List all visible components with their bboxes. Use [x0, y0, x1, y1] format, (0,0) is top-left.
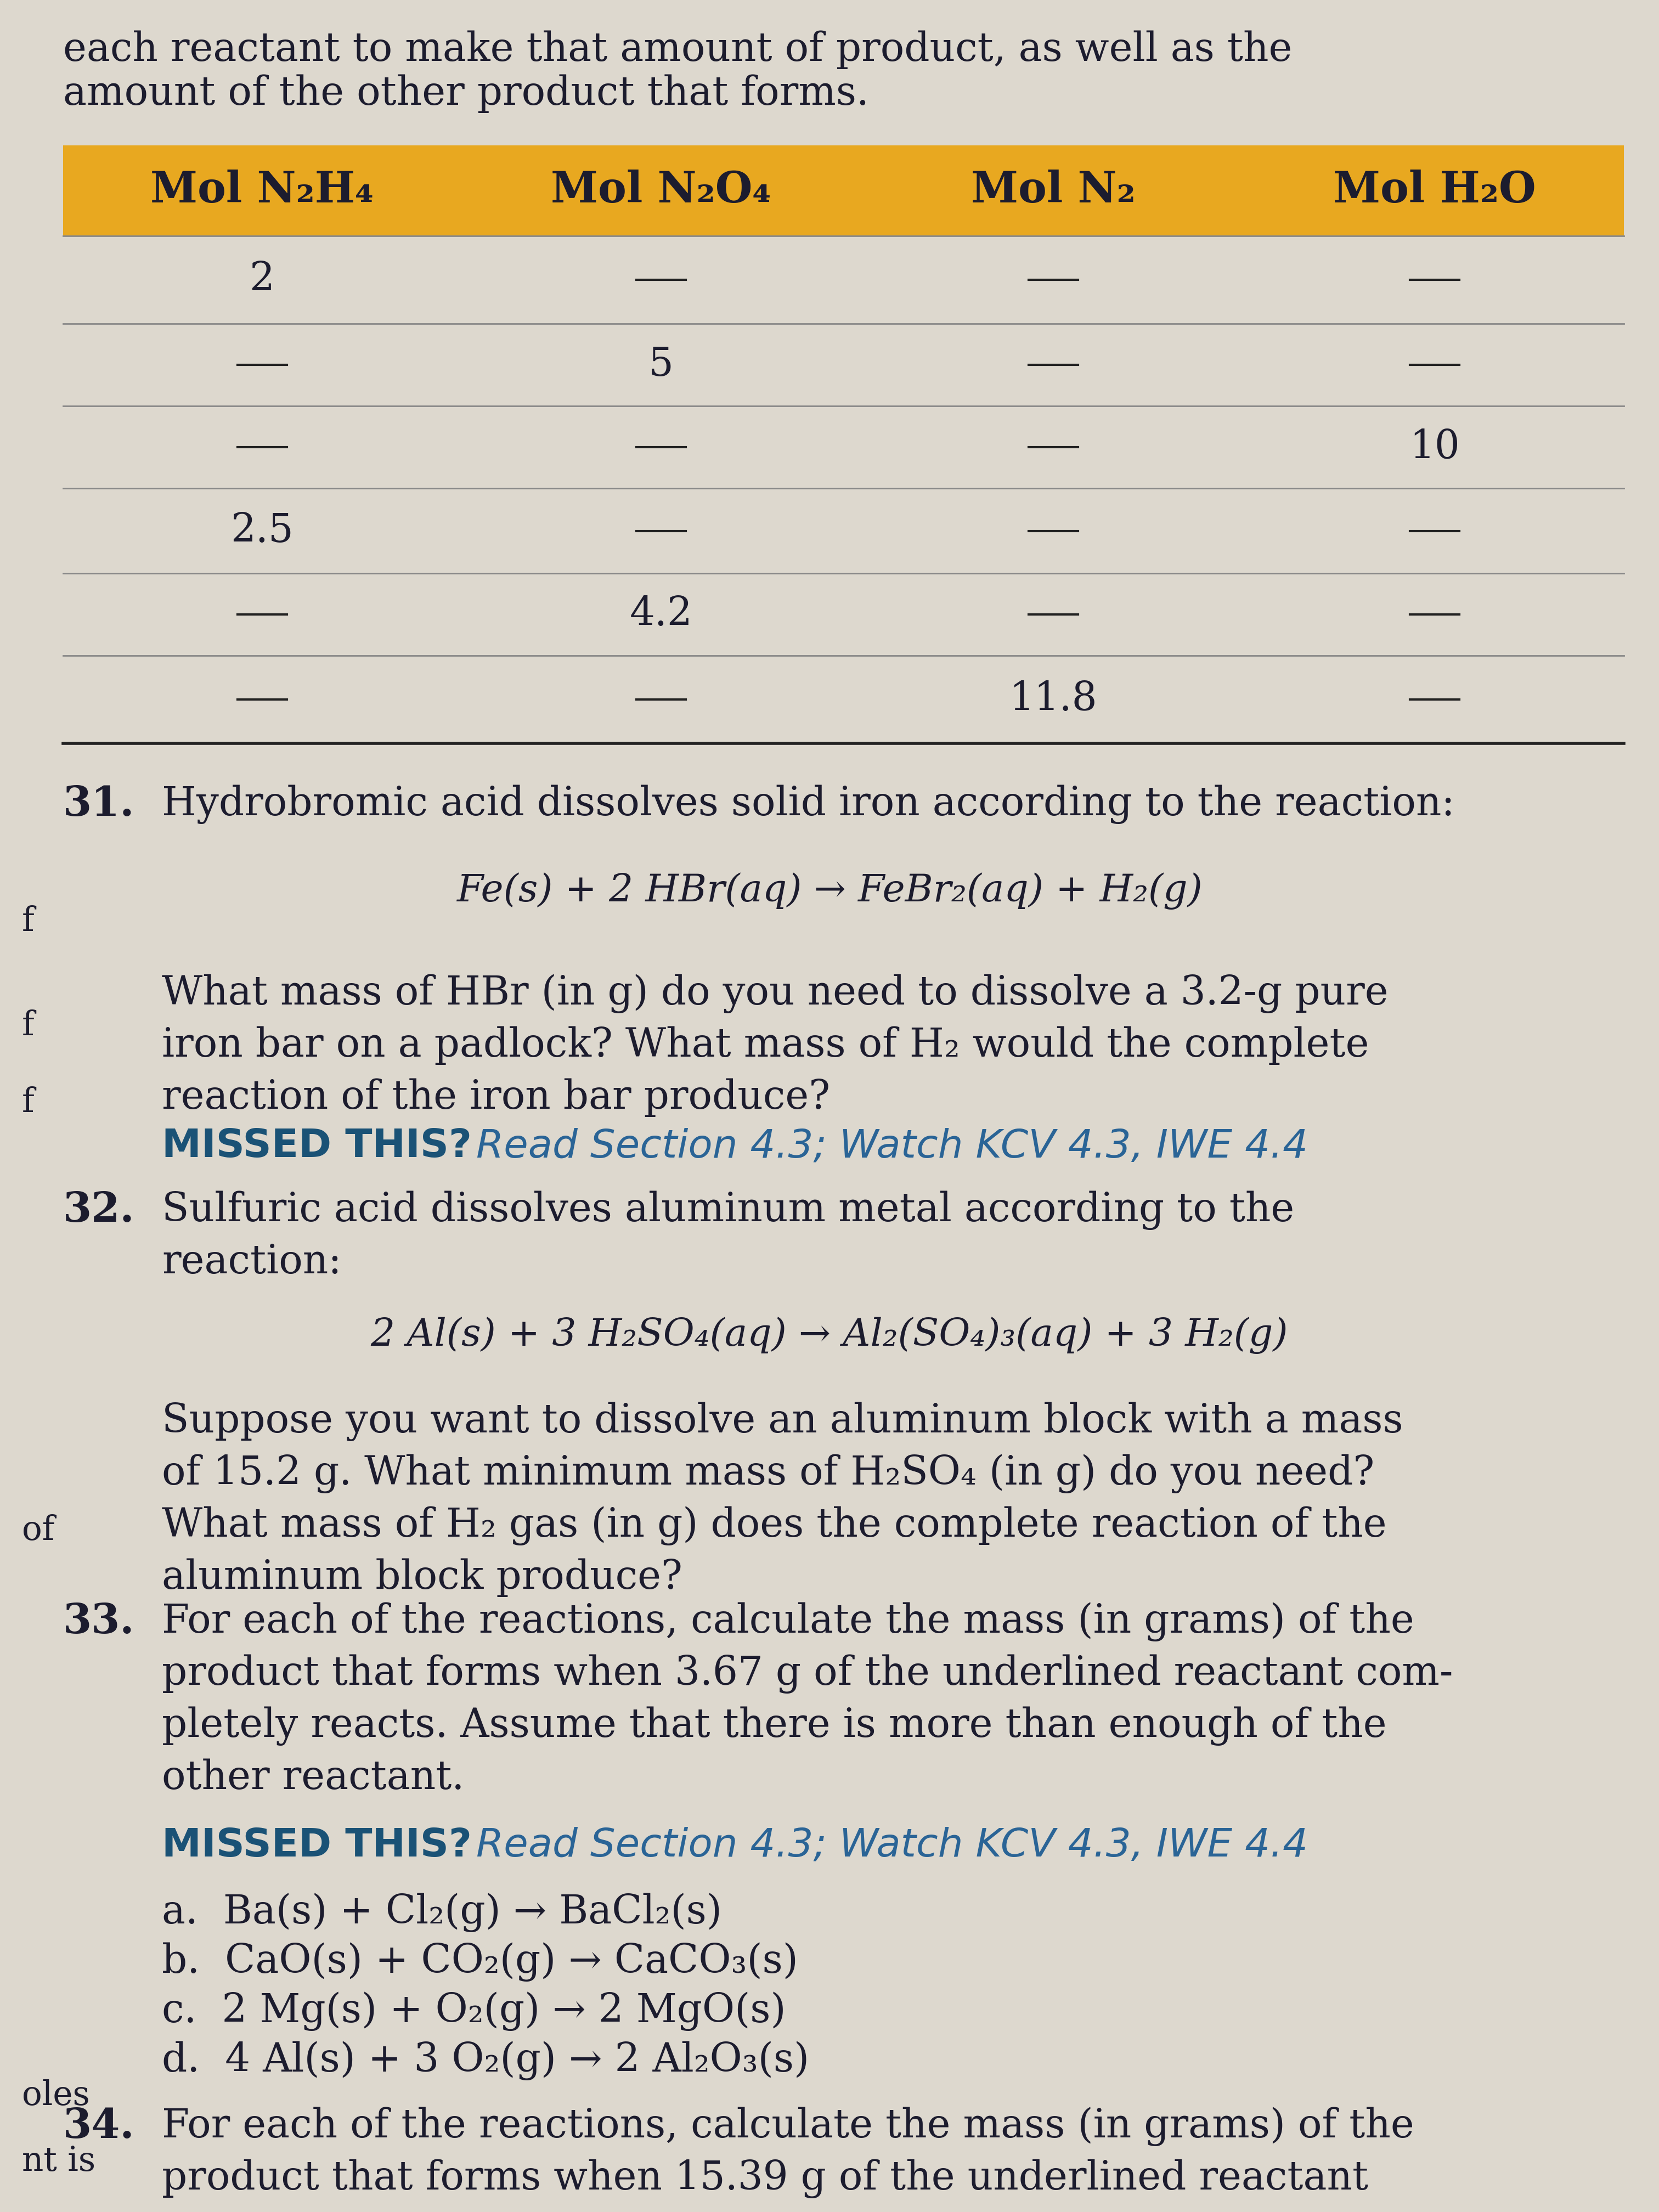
Text: product that forms when 3.67 g of the underlined reactant com-: product that forms when 3.67 g of the un… [163, 1655, 1453, 1694]
Text: 4.2: 4.2 [629, 595, 692, 635]
Text: pletely reacts. Assume that there is more than enough of the: pletely reacts. Assume that there is mor… [163, 1705, 1387, 1745]
Text: Mol N₂O₄: Mol N₂O₄ [551, 170, 771, 212]
Text: f: f [22, 1086, 35, 1119]
Text: of: of [22, 1515, 55, 1546]
Text: a.  Ba(s) + Cl₂(g) → BaCl₂(s): a. Ba(s) + Cl₂(g) → BaCl₂(s) [163, 1893, 722, 1931]
Text: each reactant to make that amount of product, as well as the: each reactant to make that amount of pro… [63, 31, 1292, 69]
Text: Read Section 4.3; Watch KCV 4.3, IWE 4.4: Read Section 4.3; Watch KCV 4.3, IWE 4.4 [463, 1827, 1307, 1865]
Text: 2.5: 2.5 [231, 511, 294, 551]
Text: amount of the other product that forms.: amount of the other product that forms. [63, 73, 869, 113]
Text: MISSED THIS?: MISSED THIS? [163, 1128, 471, 1166]
Text: 11.8: 11.8 [1009, 679, 1097, 719]
Text: c.  2 Mg(s) + O₂(g) → 2 MgO(s): c. 2 Mg(s) + O₂(g) → 2 MgO(s) [163, 1991, 786, 2031]
Text: reaction of the iron bar produce?: reaction of the iron bar produce? [163, 1077, 830, 1117]
Text: iron bar on a padlock? What mass of H₂ would the complete: iron bar on a padlock? What mass of H₂ w… [163, 1026, 1369, 1064]
Text: 34.: 34. [63, 2106, 134, 2146]
Text: nt is: nt is [22, 2146, 96, 2179]
Text: Mol H₂O: Mol H₂O [1334, 170, 1536, 212]
Text: Suppose you want to dissolve an aluminum block with a mass: Suppose you want to dissolve an aluminum… [163, 1402, 1404, 1440]
Bar [63, 146, 1624, 237]
Text: MISSED THIS?: MISSED THIS? [163, 1827, 471, 1865]
Text: f: f [22, 1009, 35, 1042]
Text: other reactant.: other reactant. [163, 1759, 465, 1796]
Text: For each of the reactions, calculate the mass (in grams) of the: For each of the reactions, calculate the… [163, 2106, 1413, 2146]
Text: d.  4 Al(s) + 3 O₂(g) → 2 Al₂O₃(s): d. 4 Al(s) + 3 O₂(g) → 2 Al₂O₃(s) [163, 2042, 810, 2079]
Text: b.  CaO(s) + CO₂(g) → CaCO₃(s): b. CaO(s) + CO₂(g) → CaCO₃(s) [163, 1942, 798, 1982]
Text: For each of the reactions, calculate the mass (in grams) of the: For each of the reactions, calculate the… [163, 1601, 1413, 1641]
Text: Fe(s) + 2 HBr(aq) → FeBr₂(aq) + H₂(g): Fe(s) + 2 HBr(aq) → FeBr₂(aq) + H₂(g) [456, 872, 1203, 909]
Text: Read Section 4.3; Watch KCV 4.3, IWE 4.4: Read Section 4.3; Watch KCV 4.3, IWE 4.4 [463, 1128, 1307, 1166]
Text: of 15.2 g. What minimum mass of H₂SO₄ (in g) do you need?: of 15.2 g. What minimum mass of H₂SO₄ (i… [163, 1453, 1374, 1493]
Text: 2 Al(s) + 3 H₂SO₄(aq) → Al₂(SO₄)₃(aq) + 3 H₂(g): 2 Al(s) + 3 H₂SO₄(aq) → Al₂(SO₄)₃(aq) + … [370, 1316, 1289, 1354]
Text: 2: 2 [249, 261, 275, 299]
Text: What mass of HBr (in g) do you need to dissolve a 3.2-g pure: What mass of HBr (in g) do you need to d… [163, 973, 1389, 1013]
Text: product that forms when 15.39 g of the underlined reactant: product that forms when 15.39 g of the u… [163, 2159, 1369, 2199]
Text: Mol N₂: Mol N₂ [971, 170, 1135, 212]
Text: Sulfuric acid dissolves aluminum metal according to the: Sulfuric acid dissolves aluminum metal a… [163, 1190, 1294, 1230]
Text: oles: oles [22, 2079, 90, 2112]
Text: f: f [22, 905, 35, 938]
Text: Hydrobromic acid dissolves solid iron according to the reaction:: Hydrobromic acid dissolves solid iron ac… [163, 785, 1455, 823]
Text: 5: 5 [649, 345, 674, 385]
Text: Mol N₂H₄: Mol N₂H₄ [151, 170, 373, 212]
Text: reaction:: reaction: [163, 1243, 342, 1281]
Text: 10: 10 [1410, 427, 1460, 467]
Text: What mass of H₂ gas (in g) does the complete reaction of the: What mass of H₂ gas (in g) does the comp… [163, 1506, 1387, 1546]
Text: 32.: 32. [63, 1190, 134, 1230]
Text: aluminum block produce?: aluminum block produce? [163, 1557, 682, 1597]
Text: 31.: 31. [63, 785, 134, 825]
Text: 33.: 33. [63, 1601, 134, 1641]
